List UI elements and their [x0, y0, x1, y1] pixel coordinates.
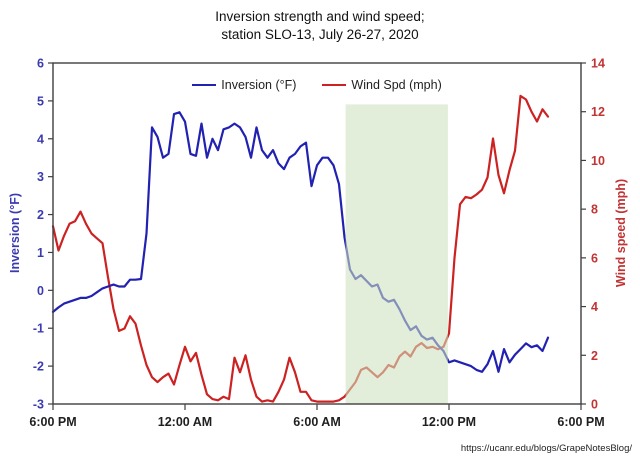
wind-speed-line-swatch: [322, 84, 347, 86]
legend-item-inversion: Inversion (°F): [192, 78, 296, 92]
left-axis-tick-label: -1: [33, 322, 44, 336]
wind-speed-line: [51, 94, 550, 403]
source-url: https://ucanr.edu/blogs/GrapeNotesBlog/: [460, 443, 632, 454]
highlight-band: [345, 104, 448, 405]
left-axis-tick-label: 0: [37, 284, 44, 298]
legend-label-wind-speed: Wind Spd (mph): [351, 78, 442, 92]
left-axis-tick-label: 3: [37, 170, 44, 184]
chart-title: Inversion strength and wind speed; stati…: [0, 8, 640, 44]
right-axis-tick-label: 14: [591, 57, 605, 71]
x-axis-tick-label: 12:00 AM: [158, 415, 212, 429]
x-axis-tick-label: 6:00 PM: [557, 415, 604, 429]
left-axis-tick-label: 2: [37, 208, 44, 222]
chart-legend: Inversion (°F) Wind Spd (mph): [53, 78, 581, 92]
right-axis-tick-label: 10: [591, 154, 605, 168]
right-axis-tick-label: 12: [591, 105, 605, 119]
x-axis-tick-label: 6:00 PM: [29, 415, 76, 429]
right-axis-title: Wind speed (mph): [614, 178, 628, 288]
legend-item-wind-speed: Wind Spd (mph): [322, 78, 442, 92]
right-axis-tick-label: 2: [591, 349, 598, 363]
chart-title-line1: Inversion strength and wind speed;: [215, 9, 425, 24]
left-axis-tick-label: -2: [33, 360, 44, 374]
left-axis-tick-label: 1: [37, 246, 44, 260]
right-axis-tick-label: 8: [591, 203, 598, 217]
right-axis-tick-label: 0: [591, 398, 598, 412]
right-axis-tick-label: 4: [591, 300, 598, 314]
left-axis-tick-label: 5: [37, 94, 44, 108]
plot-frame: [52, 62, 582, 405]
x-axis-tick-label: 12:00 PM: [422, 415, 476, 429]
left-axis-title: Inversion (°F): [8, 192, 22, 274]
inversion-line: [51, 111, 550, 373]
left-axis-tick-label: 6: [37, 57, 44, 71]
inversion-line-swatch: [192, 84, 217, 86]
chart-title-line2: station SLO-13, July 26-27, 2020: [221, 27, 419, 42]
left-axis-tick-label: 4: [37, 132, 44, 146]
right-axis-tick-label: 6: [591, 251, 598, 265]
left-axis-tick-label: -3: [33, 398, 44, 412]
x-axis-tick-label: 6:00 AM: [293, 415, 340, 429]
legend-label-inversion: Inversion (°F): [221, 78, 297, 92]
